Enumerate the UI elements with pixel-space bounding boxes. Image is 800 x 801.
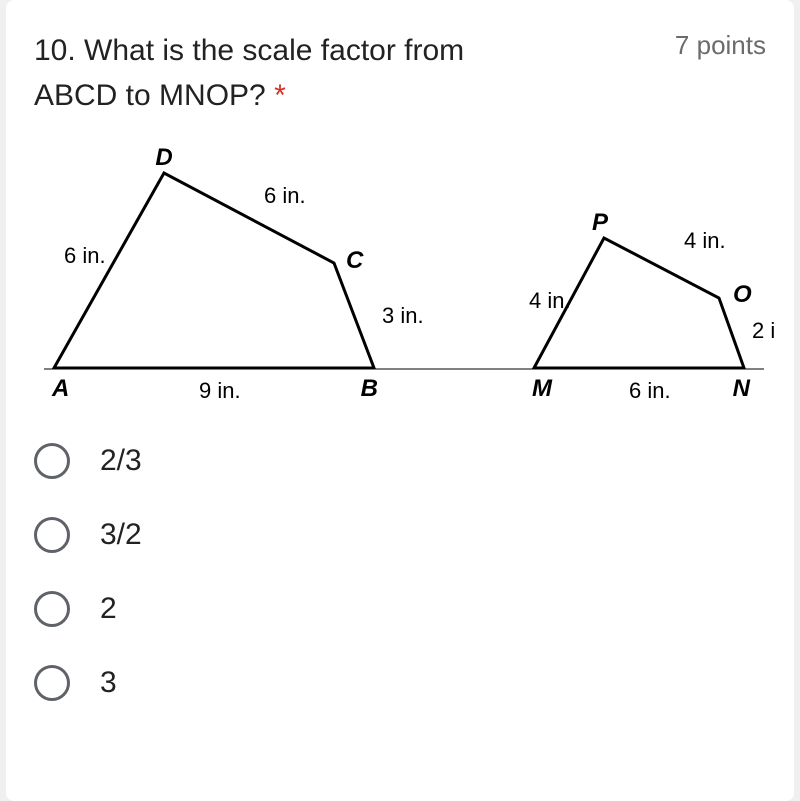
svg-text:9 in.: 9 in. (199, 378, 241, 403)
radio-icon (34, 665, 70, 701)
option-3[interactable]: 2 (34, 591, 766, 627)
svg-text:A: A (51, 375, 69, 402)
question-header: 10. What is the scale factor from ABCD t… (34, 28, 766, 118)
svg-text:N: N (733, 375, 751, 402)
radio-icon (34, 443, 70, 479)
required-asterisk: * (274, 79, 286, 112)
radio-icon (34, 517, 70, 553)
option-1[interactable]: 2/3 (34, 443, 766, 479)
svg-text:C: C (346, 247, 364, 274)
svg-text:B: B (361, 375, 378, 402)
svg-text:P: P (592, 209, 609, 236)
option-4[interactable]: 3 (34, 665, 766, 701)
option-2[interactable]: 3/2 (34, 517, 766, 553)
svg-text:6 in.: 6 in. (629, 378, 671, 403)
svg-text:3 in.: 3 in. (382, 303, 424, 328)
answer-options: 2/3 3/2 2 3 (34, 443, 766, 701)
option-label: 2 (100, 592, 117, 626)
option-label: 2/3 (100, 444, 142, 478)
radio-icon (34, 591, 70, 627)
question-card: 10. What is the scale factor from ABCD t… (6, 0, 794, 801)
svg-text:4 in.: 4 in. (684, 228, 726, 253)
svg-text:O: O (733, 281, 752, 308)
svg-text:6 in.: 6 in. (64, 243, 106, 268)
svg-text:2 in.: 2 in. (752, 318, 774, 343)
svg-text:4 in.: 4 in. (529, 288, 571, 313)
question-line2: ABCD to MNOP? (34, 79, 274, 112)
option-label: 3 (100, 666, 117, 700)
svg-text:6 in.: 6 in. (264, 183, 306, 208)
question-line1: 10. What is the scale factor from (34, 34, 464, 67)
option-label: 3/2 (100, 518, 142, 552)
geometry-figure: A B C D M N O P 6 in. 6 in. 3 in. 9 in. 4 in. 4 in. 2 … (34, 148, 774, 413)
svg-text:M: M (532, 375, 553, 402)
svg-text:D: D (155, 148, 172, 171)
question-text: 10. What is the scale factor from ABCD t… (34, 28, 655, 118)
points-label: 7 points (675, 28, 766, 61)
